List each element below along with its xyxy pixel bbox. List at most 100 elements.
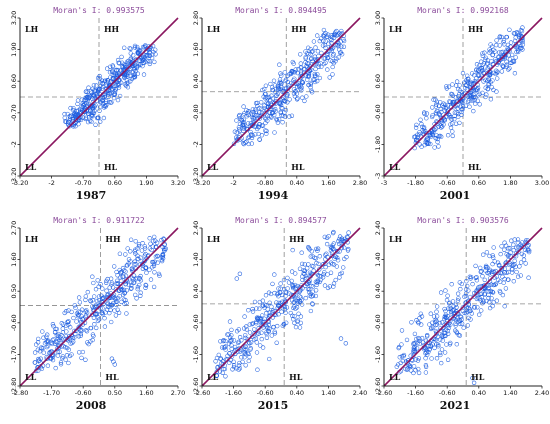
- scatter-point: [299, 74, 305, 79]
- scatter-point: [470, 281, 475, 287]
- scatter-point: [299, 64, 304, 70]
- y-tick-label: 2.70: [10, 221, 18, 235]
- scatter-point: [284, 305, 290, 310]
- y-tick-label: 0.40: [374, 284, 382, 298]
- scatter-point: [143, 265, 148, 270]
- scatter-point: [110, 64, 116, 69]
- scatter-point: [409, 320, 414, 325]
- scatter-point: [287, 97, 292, 102]
- scatter-point: [463, 82, 468, 88]
- scatter-point: [259, 133, 265, 138]
- scatter-point: [79, 355, 84, 361]
- scatter-point: [271, 78, 277, 83]
- morans-i-label: Moran's I: 0.993575: [53, 6, 145, 15]
- scatter-point: [279, 81, 284, 86]
- scatter-point: [442, 350, 448, 355]
- scatter-point: [222, 366, 228, 372]
- scatter-point: [214, 373, 219, 378]
- scatter-point: [426, 349, 431, 355]
- scatter-point: [273, 106, 278, 112]
- scatter-point: [456, 114, 461, 119]
- scatter-point: [445, 314, 450, 319]
- scatter-point: [249, 135, 255, 141]
- scatter-point: [473, 87, 478, 93]
- scatter-point: [55, 335, 61, 341]
- scatter-point: [446, 306, 451, 311]
- scatter-point: [466, 288, 471, 293]
- scatter-point: [234, 135, 239, 140]
- scatter-point: [475, 87, 480, 92]
- scatter-point: [439, 125, 444, 130]
- scatter-point: [275, 323, 280, 329]
- scatter-point: [466, 76, 471, 82]
- scatter-point: [478, 265, 483, 271]
- scatter-point: [122, 82, 128, 87]
- scatter-point: [460, 106, 465, 112]
- scatter-point: [480, 51, 485, 56]
- scatter-point: [113, 78, 118, 84]
- scatter-point: [301, 67, 307, 72]
- scatter-point: [300, 277, 305, 283]
- scatter-point: [457, 83, 462, 88]
- scatter-point: [490, 303, 495, 309]
- scatter-point: [322, 42, 328, 48]
- scatter-point: [291, 61, 296, 66]
- scatter-point: [112, 89, 118, 94]
- scatter-point: [153, 52, 158, 57]
- scatter-point: [441, 122, 446, 127]
- scatter-point: [308, 254, 313, 259]
- scatter-point: [253, 109, 259, 114]
- y-tick-label: -1.70: [10, 346, 18, 363]
- y-tick-label: -1.60: [192, 346, 200, 363]
- scatter-point: [44, 344, 50, 350]
- scatter-point: [246, 351, 251, 357]
- scatter-point: [436, 134, 442, 139]
- scatter-point: [36, 365, 41, 370]
- quadrant-label-hl: HL: [291, 162, 305, 172]
- scatter-point: [269, 304, 274, 309]
- scatter-point: [448, 114, 454, 120]
- scatter-point: [257, 116, 263, 121]
- scatter-point: [303, 55, 308, 60]
- scatter-point: [437, 112, 442, 117]
- scatter-point: [128, 73, 133, 79]
- scatter-point: [79, 97, 85, 102]
- scatter-point: [113, 313, 119, 318]
- scatter-point: [116, 60, 121, 65]
- scatter-point: [519, 240, 525, 245]
- scatter-point: [490, 253, 495, 258]
- scatter-point: [104, 280, 109, 285]
- scatter-point: [58, 360, 64, 365]
- scatter-point: [239, 338, 244, 343]
- scatter-point: [132, 74, 137, 79]
- scatter-point: [311, 268, 316, 273]
- scatter-point: [499, 265, 505, 271]
- scatter-point: [126, 257, 132, 262]
- scatter-point: [434, 309, 439, 314]
- scatter-point: [306, 61, 311, 66]
- scatter-point: [476, 68, 481, 73]
- scatter-point: [307, 270, 313, 275]
- scatter-point: [332, 256, 337, 261]
- scatter-point: [417, 341, 422, 346]
- scatter-point: [242, 314, 247, 319]
- scatter-point: [269, 85, 275, 90]
- scatter-point: [484, 250, 490, 255]
- scatter-point: [508, 40, 514, 45]
- scatter-point: [50, 322, 56, 327]
- scatter-point: [257, 306, 262, 311]
- scatter-point: [76, 295, 82, 300]
- scatter-point: [298, 52, 303, 57]
- y-tick-label: -2.60: [374, 378, 382, 395]
- scatter-point: [116, 82, 121, 87]
- scatter-point: [330, 53, 336, 58]
- y-tick-label: 1.40: [192, 252, 200, 266]
- scatter-point: [419, 322, 424, 327]
- scatter-point: [447, 99, 453, 105]
- x-tick-label: -0.70: [75, 179, 92, 187]
- scatter-point: [502, 270, 507, 275]
- scatter-point: [310, 301, 315, 306]
- scatter-point: [243, 363, 248, 368]
- scatter-point: [125, 246, 130, 251]
- scatter-point: [285, 275, 290, 281]
